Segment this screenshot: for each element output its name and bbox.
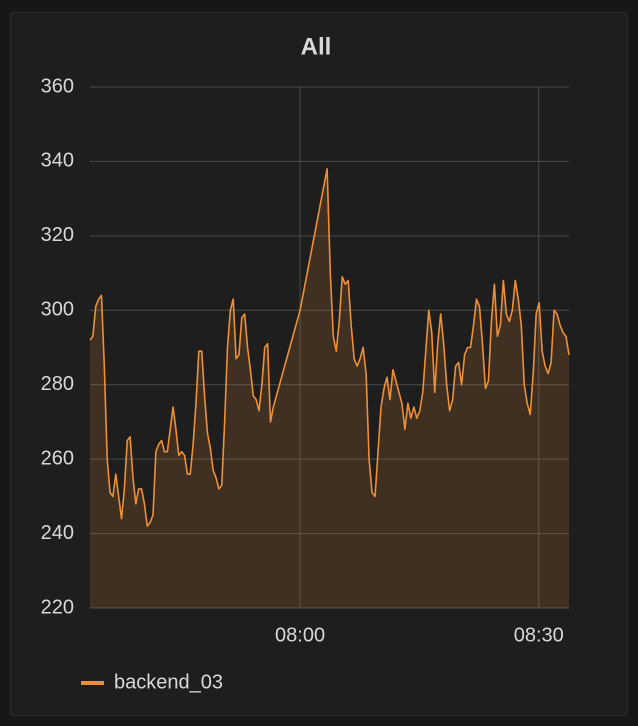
x-tick-label: 08:00	[275, 624, 325, 646]
chart-title: All	[301, 33, 332, 60]
y-tick-label: 220	[41, 596, 74, 618]
y-tick-label: 280	[41, 373, 74, 395]
legend-label: backend_03	[114, 671, 223, 693]
area	[90, 168, 569, 608]
y-tick-label: 320	[41, 224, 74, 246]
x-tick-label: 08:30	[514, 624, 564, 646]
y-tick-label: 360	[41, 75, 74, 97]
y-tick-label: 240	[41, 522, 74, 544]
y-tick-label: 300	[41, 299, 74, 321]
y-tick-label: 260	[41, 447, 74, 469]
line	[89, 168, 570, 527]
panel-frame	[10, 12, 628, 716]
y-tick-label: 340	[41, 150, 74, 172]
